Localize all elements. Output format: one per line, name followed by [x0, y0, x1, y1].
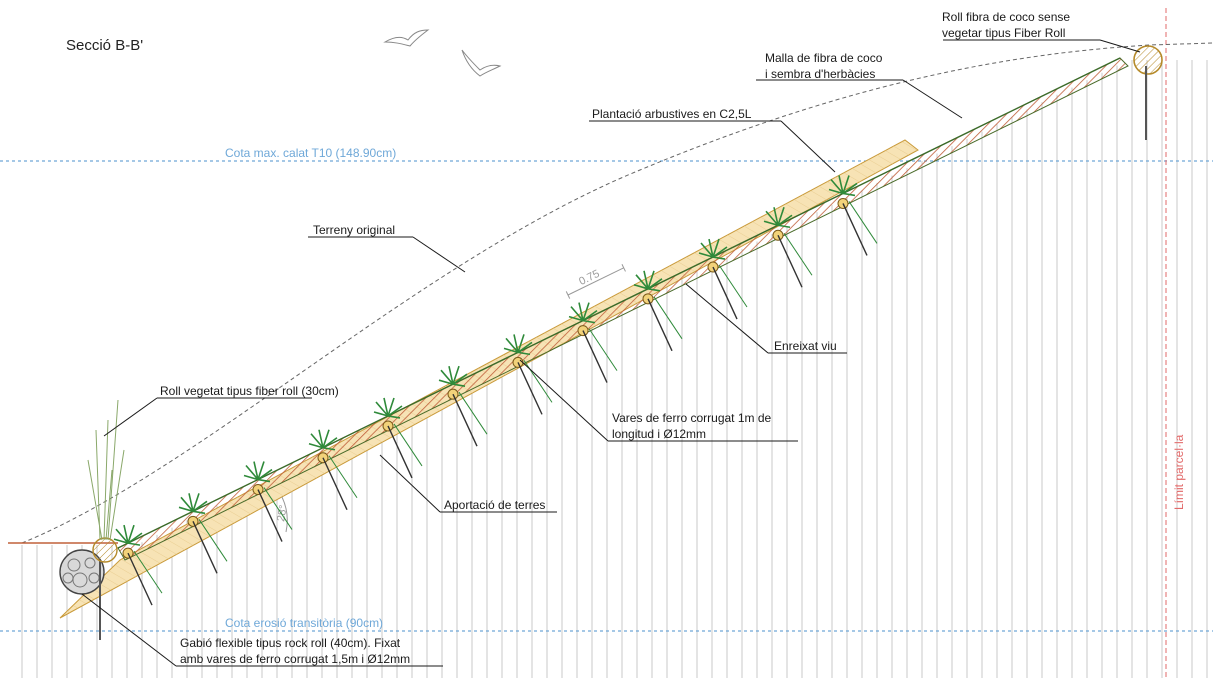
- live-stake: [393, 423, 423, 467]
- shrub-plant-icon: [243, 461, 273, 483]
- rebar-stake: [842, 203, 868, 256]
- rebar-stake: [647, 298, 673, 352]
- label-original-terrain: Terreny original: [313, 223, 395, 237]
- erosion-level-label: Cota erosió transitòria (90cm): [225, 616, 383, 630]
- live-stake: [718, 264, 748, 308]
- live-stake: [523, 360, 553, 403]
- vegetated-fiber-roll: [87, 399, 125, 563]
- live-stake: [848, 201, 878, 244]
- label-gabion-1: Gabió flexible tipus rock roll (40cm). F…: [180, 636, 401, 650]
- shrub-plant-icon: [308, 429, 338, 451]
- parcel-limit-label: Límit parcel·la: [1172, 434, 1186, 510]
- live-stake: [263, 487, 293, 530]
- shrub-plant-icon: [568, 302, 598, 324]
- leader-roll-vegetated-2: [103, 397, 158, 437]
- label-roll-vegetated: Roll vegetat tipus fiber roll (30cm): [160, 384, 339, 398]
- label-mesh-1: Malla de fibra de coco: [765, 51, 883, 65]
- angle-label: 28°: [275, 504, 290, 522]
- live-stake: [588, 328, 618, 371]
- leader-mesh-2: [902, 79, 963, 119]
- shrub-plant-icon: [113, 524, 143, 546]
- section-title: Secció B-B': [66, 37, 143, 54]
- gabion-rock-roll: [59, 549, 105, 640]
- label-soil-input: Aportació de terres: [444, 498, 545, 512]
- shrub-plant-icon: [503, 334, 533, 356]
- label-unvegetated-roll-1: Roll fibra de coco sense: [942, 10, 1070, 24]
- rebar-stake: [257, 489, 283, 542]
- label-rebars-1: Vares de ferro corrugat 1m de: [612, 411, 772, 425]
- shrub-plant-icon: [178, 493, 208, 515]
- label-live-trellis: Enreixat viu: [774, 339, 837, 353]
- rebar-stake: [127, 552, 153, 606]
- live-stake: [783, 232, 813, 276]
- label-mesh-2: i sembra d'herbàcies: [765, 67, 875, 81]
- leader-gabion-2: [81, 593, 177, 667]
- label-shrub-planting: Plantació arbustives en C2,5L: [592, 107, 752, 121]
- rebar-stake: [322, 457, 348, 511]
- max-water-level-label: Cota max. calat T10 (148.90cm): [225, 146, 396, 160]
- leader-shrub-2: [780, 120, 836, 173]
- spacing-dimension: 0.75: [565, 264, 626, 299]
- live-stake: [198, 519, 228, 562]
- shrub-plant-icon: [763, 206, 793, 229]
- label-rebars-2: longitud i Ø12mm: [612, 427, 706, 441]
- rebar-stake: [517, 362, 543, 415]
- shrub-plant-icon: [828, 175, 858, 197]
- rebar-stake: [387, 425, 413, 479]
- leader-rebars-2: [519, 359, 609, 442]
- mesh-top-line: [117, 57, 1121, 549]
- bird-icon: [461, 49, 502, 77]
- leader-terrain-2: [412, 236, 466, 273]
- unvegetated-fiber-roll: [1133, 45, 1163, 140]
- label-unvegetated-roll-2: vegetar tipus Fiber Roll: [942, 26, 1065, 40]
- label-gabion-2: amb vares de ferro corrugat 1,5m i Ø12mm: [180, 652, 410, 666]
- rebar-stake: [192, 521, 218, 574]
- live-stake: [653, 296, 683, 340]
- live-stake: [133, 550, 163, 594]
- shrub-plant-icon: [698, 238, 728, 260]
- leader-trellis-2: [685, 283, 769, 354]
- live-stake: [458, 391, 488, 435]
- angle-arc: [281, 496, 288, 533]
- leader-unvegetated-roll-2: [1099, 39, 1141, 53]
- rebar-stake: [777, 234, 803, 288]
- coir-mesh-layer: [117, 57, 1129, 561]
- rebar-stake: [712, 266, 738, 320]
- leader-soil-2: [379, 454, 441, 513]
- rebar-stake: [452, 393, 478, 447]
- shrub-plant-icon: [373, 397, 403, 419]
- rebar-stake: [582, 330, 608, 383]
- bird-icon: [383, 29, 430, 47]
- ground-hatching: [21, 60, 1208, 678]
- original-terrain-line: [21, 42, 1213, 544]
- shrub-plant-icon: [438, 365, 468, 387]
- shrub-plant-icon: [633, 270, 663, 292]
- live-stake: [328, 455, 358, 499]
